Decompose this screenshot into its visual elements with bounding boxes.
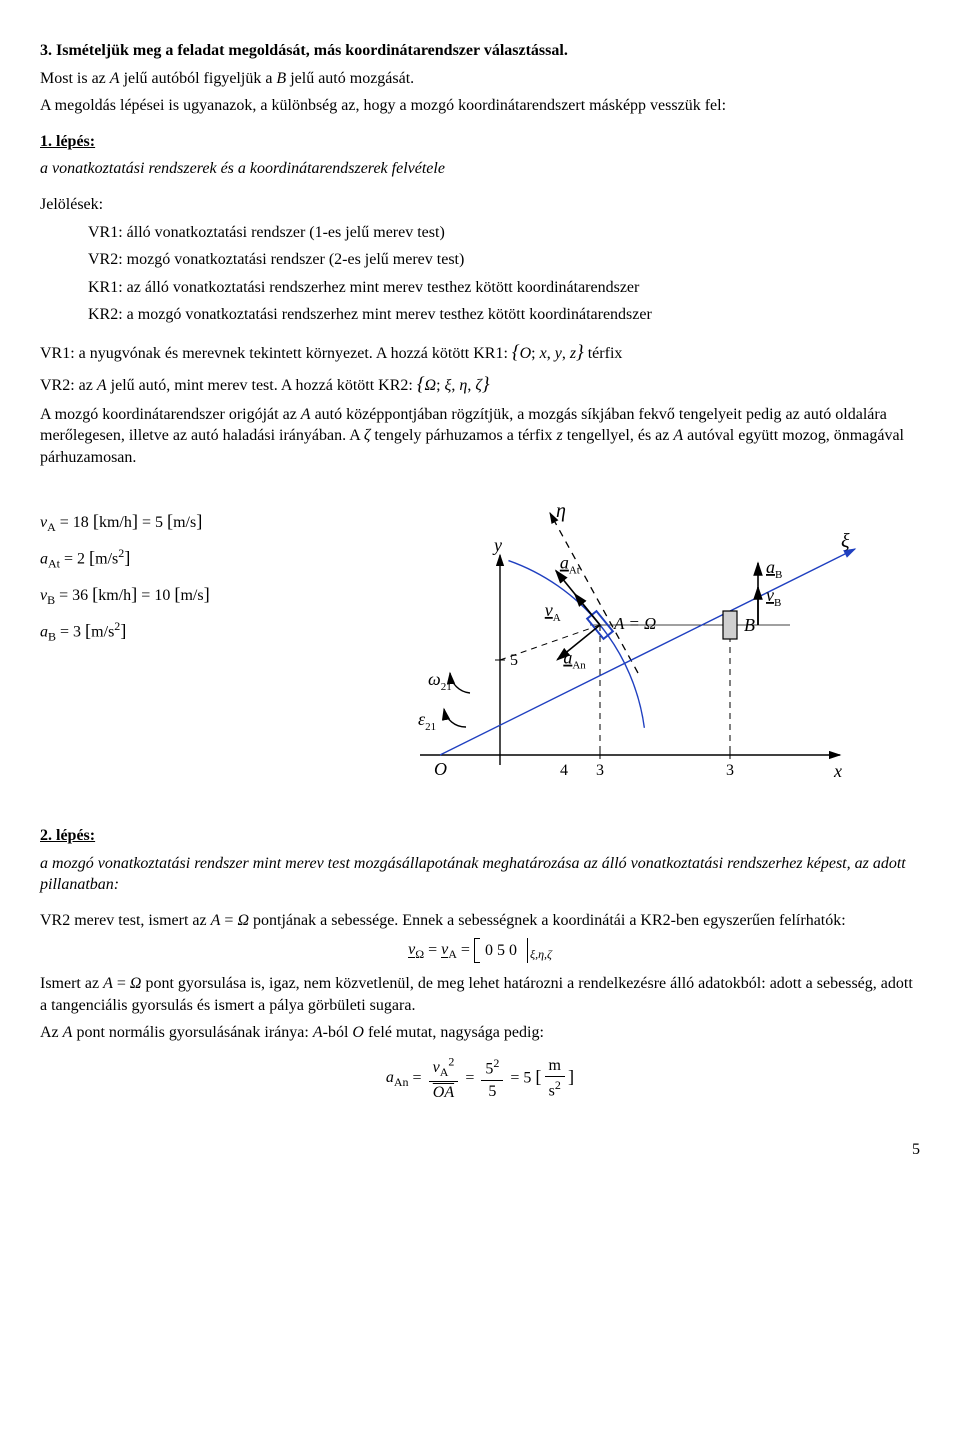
svg-text:B: B: [744, 615, 755, 635]
svg-text:aAt: aAt: [560, 552, 580, 576]
svg-text:3: 3: [596, 762, 604, 779]
vr1-desc: VR1: a nyugvónak és merevnek tekintett k…: [40, 340, 920, 366]
svg-text:vA: vA: [545, 600, 561, 624]
step2-subtitle: a mozgó vonatkoztatási rendszer mint mer…: [40, 853, 920, 896]
step2-heading: 2. lépés:: [40, 825, 920, 847]
given-aAt: aAt = 2 [m/s2]: [40, 545, 300, 572]
given-vA: vA = 18 [km/h] = 5 [m/s]: [40, 509, 300, 535]
step1-heading: 1. lépés:: [40, 131, 920, 153]
coordinate-figure: Ox y 5 3 4 3 η ξ vA aAt aAn A = Ω BvB aB ω21 ε21: [300, 495, 860, 805]
moving-frame-paragraph: A mozgó koordinátarendszer origóját az A…: [40, 404, 920, 469]
svg-text:x: x: [833, 761, 842, 781]
def-vr2: VR2: mozgó vonatkoztatási rendszer (2-es…: [88, 249, 920, 271]
page: 3. Ismételjük meg a feladat megoldását, …: [0, 0, 960, 1191]
step2-line1: VR2 merev test, ismert az A = Ω pontjána…: [40, 910, 920, 932]
figure-row: vA = 18 [km/h] = 5 [m/s] aAt = 2 [m/s2] …: [40, 495, 920, 812]
velocity-equation: vΩ = vA = 0 5 0 ξ,η,ζ: [40, 938, 920, 964]
svg-text:vB: vB: [766, 585, 781, 609]
svg-text:y: y: [492, 535, 502, 555]
def-vr1: VR1: álló vonatkoztatási rendszer (1-es …: [88, 222, 920, 244]
svg-text:4: 4: [560, 762, 568, 779]
svg-text:A = Ω: A = Ω: [613, 614, 656, 633]
section3-line2: A megoldás lépései is ugyanazok, a külön…: [40, 95, 920, 117]
step2-para3: Az A pont normális gyorsulásának iránya:…: [40, 1022, 920, 1044]
svg-text:η: η: [556, 500, 566, 522]
svg-text:O: O: [434, 759, 447, 779]
section3-title: 3. Ismételjük meg a feladat megoldását, …: [40, 40, 920, 62]
page-number: 5: [40, 1139, 920, 1161]
givens-block: vA = 18 [km/h] = 5 [m/s] aAt = 2 [m/s2] …: [40, 495, 300, 655]
section3-line1: Most is az A jelű autóból figyeljük a B …: [40, 68, 920, 90]
vr2-desc: VR2: az A jelű autó, mint merev test. A …: [40, 372, 920, 398]
svg-text:ω21: ω21: [428, 669, 452, 693]
svg-text:ε21: ε21: [418, 709, 436, 733]
step2-para2: Ismert az A = Ω pont gyorsulása is, igaz…: [40, 973, 920, 1016]
given-aB: aB = 3 [m/s2]: [40, 618, 300, 645]
jelolesek-label: Jelölések:: [40, 194, 920, 216]
def-kr1: KR1: az álló vonatkoztatási rendszerhez …: [88, 277, 920, 299]
given-vB: vB = 36 [km/h] = 10 [m/s]: [40, 582, 300, 608]
svg-text:3: 3: [726, 762, 734, 779]
step1-subtitle: a vonatkoztatási rendszerek és a koordin…: [40, 158, 920, 180]
svg-text:aB: aB: [766, 557, 782, 581]
def-kr2: KR2: a mozgó vonatkoztatási rendszerhez …: [88, 304, 920, 326]
svg-text:5: 5: [510, 652, 518, 669]
figure-svg-container: Ox y 5 3 4 3 η ξ vA aAt aAn A = Ω BvB aB ω21 ε21: [300, 495, 920, 812]
svg-text:ξ: ξ: [841, 530, 850, 552]
normal-acceleration-equation: aAn = vA2 OA = 52 5 = 5 [ms2]: [40, 1054, 920, 1103]
svg-text:aAn: aAn: [563, 647, 586, 671]
